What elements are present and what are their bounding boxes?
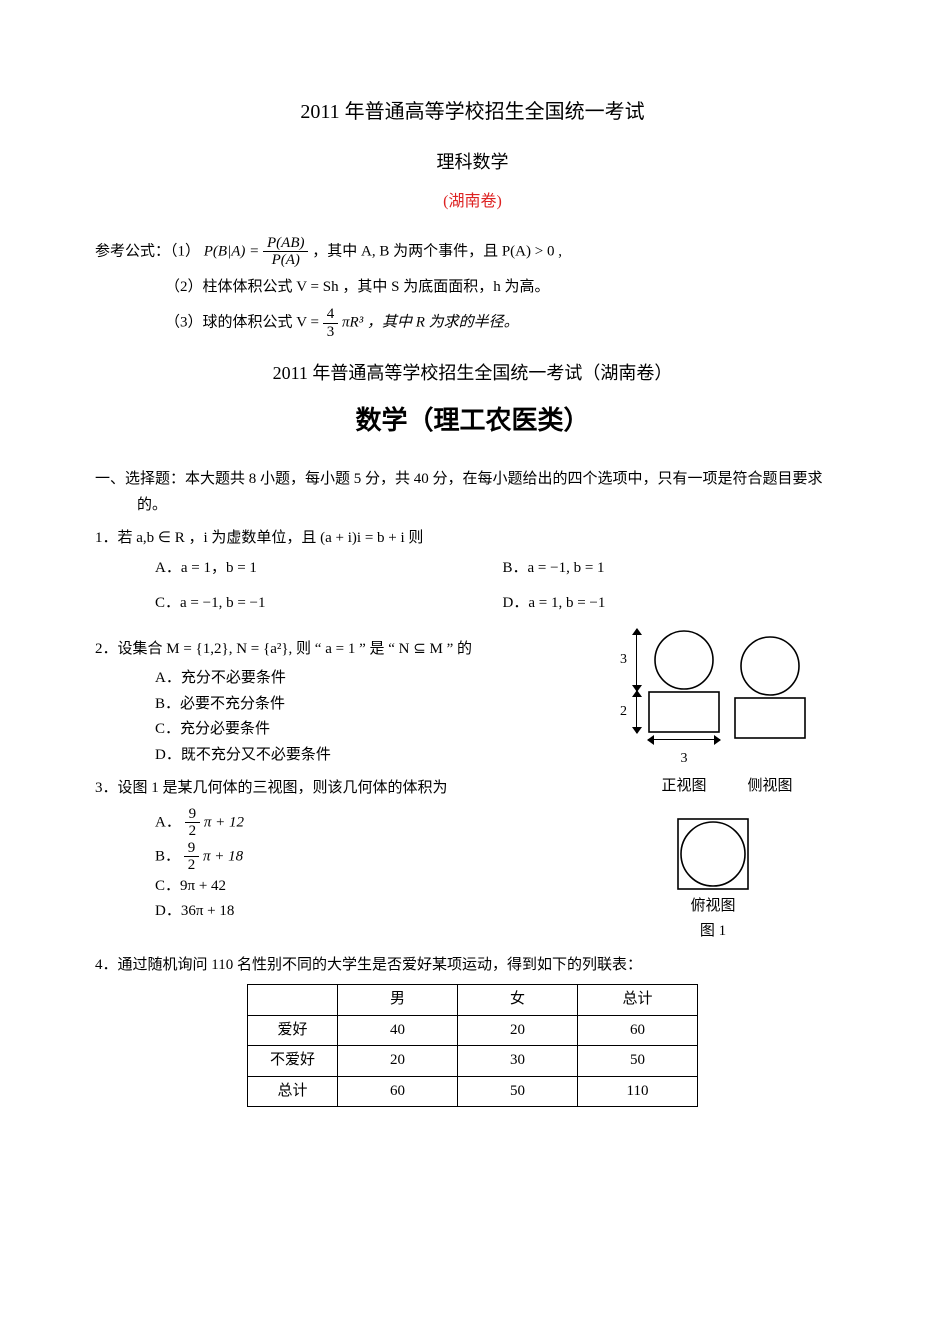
- q2-option-c: C．充分必要条件: [155, 717, 570, 743]
- q3a-den: 2: [185, 823, 201, 840]
- q3a-post: π + 12: [204, 814, 244, 830]
- formula1-post: ，其中 A, B 为两个事件，且 P(A) > 0 ,: [312, 243, 562, 259]
- table-header-cell: 女: [458, 985, 578, 1016]
- question-4-stem: 4．通过随机询问 110 名性别不同的大学生是否爱好某项运动，得到如下的列联表：: [95, 953, 850, 979]
- formula3-pre: （3）球的体积公式 V =: [165, 315, 323, 331]
- formula3-den: 3: [323, 324, 339, 341]
- q2-option-d: D．既不充分又不必要条件: [155, 743, 570, 769]
- table-header-row: 男 女 总计: [248, 985, 698, 1016]
- formula3-post: πR³ ，其中 R 为求的半径。: [342, 315, 519, 331]
- side-view-circle-icon: [734, 635, 806, 697]
- table-cell: 40: [338, 1015, 458, 1046]
- q3b-pre: B．: [155, 848, 180, 864]
- table-cell: 总计: [248, 1076, 338, 1107]
- exam-region: (湖南卷): [95, 188, 850, 215]
- table-cell: 30: [458, 1046, 578, 1077]
- table-header-cell: 男: [338, 985, 458, 1016]
- exam-subject: 理科数学: [95, 147, 850, 178]
- table-row: 总计 60 50 110: [248, 1076, 698, 1107]
- table-cell: 20: [338, 1046, 458, 1077]
- paper-subtitle: 2011 年普通高等学校招生全国统一考试（湖南卷）: [95, 358, 850, 389]
- contingency-table: 男 女 总计 爱好 40 20 60 不爱好 20 30 50 总计 60 50…: [247, 984, 698, 1107]
- table-cell: 爱好: [248, 1015, 338, 1046]
- reference-formulas: 参考公式：（1） P(B|A) = P(AB) P(A) ，其中 A, B 为两…: [95, 235, 850, 341]
- figure-caption: 图 1: [700, 919, 726, 945]
- top-view-icon: [677, 818, 749, 890]
- three-view-figure: 3 2 3 正视图: [570, 629, 850, 945]
- question-2-stem: 2．设集合 M = {1,2}, N = {a²}, 则 “ a = 1 ” 是…: [95, 637, 570, 663]
- question-1-stem: 1．若 a,b ∈ R ，i 为虚数单位，且 (a + i)i = b + i …: [95, 526, 850, 552]
- q3b-den: 2: [184, 857, 200, 874]
- front-view-circle-icon: [648, 629, 720, 691]
- formula1-fraction: P(AB) P(A): [263, 235, 308, 269]
- dim-rect-h-label: 2: [620, 700, 627, 724]
- table-cell: 60: [338, 1076, 458, 1107]
- table-cell: 60: [578, 1015, 698, 1046]
- side-view-label: 侧视图: [747, 774, 792, 800]
- table-header-cell: [248, 985, 338, 1016]
- table-cell: 50: [578, 1046, 698, 1077]
- table-cell: 50: [458, 1076, 578, 1107]
- formula3-num: 4: [323, 306, 339, 324]
- formula3: （3）球的体积公式 V = 4 3 πR³ ，其中 R 为求的半径。: [165, 306, 850, 340]
- q3-option-d: D．36π + 18: [155, 899, 570, 925]
- side-view-rect-icon: [734, 697, 806, 739]
- q3a-pre: A．: [155, 814, 181, 830]
- q1-option-a: A．a = 1，b = 1: [155, 556, 503, 582]
- q1-option-c: C．a = −1, b = −1: [155, 591, 503, 617]
- table-row: 爱好 40 20 60: [248, 1015, 698, 1046]
- formula1-lhs: P(B|A) =: [204, 243, 263, 259]
- formula3-fraction: 4 3: [323, 306, 339, 340]
- dim-height-label: 3: [620, 648, 627, 672]
- q1-option-d: D．a = 1, b = −1: [503, 591, 851, 617]
- front-view-rect-icon: [648, 691, 720, 733]
- q3-option-c: C．9π + 42: [155, 874, 570, 900]
- section-1-heading: 一、选择题：本大题共 8 小题，每小题 5 分，共 40 分，在每小题给出的四个…: [95, 467, 850, 518]
- question-3-stem: 3．设图 1 是某几何体的三视图，则该几何体的体积为: [95, 776, 570, 802]
- exam-main-title: 2011 年普通高等学校招生全国统一考试: [95, 95, 850, 129]
- q3a-num: 9: [185, 806, 201, 824]
- formula2: （2）柱体体积公式 V = Sh ，其中 S 为底面面积，h 为高。: [165, 275, 850, 301]
- formula1-den: P(A): [263, 252, 308, 269]
- q3b-num: 9: [184, 840, 200, 858]
- paper-category: 数学（理工农医类）: [95, 399, 850, 443]
- q2-option-b: B．必要不充分条件: [155, 692, 570, 718]
- table-row: 不爱好 20 30 50: [248, 1046, 698, 1077]
- q1-option-b: B．a = −1, b = 1: [503, 556, 851, 582]
- question-2-options: A．充分不必要条件 B．必要不充分条件 C．充分必要条件 D．既不充分又不必要条…: [155, 666, 570, 768]
- table-header-cell: 总计: [578, 985, 698, 1016]
- dim-width-label: 3: [681, 747, 688, 771]
- question-3-options: A． 92 π + 12 B． 92 π + 18 C．9π + 42 D．36…: [155, 806, 570, 925]
- front-view-label: 正视图: [661, 774, 706, 800]
- q2-option-a: A．充分不必要条件: [155, 666, 570, 692]
- question-1-options: A．a = 1，b = 1 B．a = −1, b = 1 C．a = −1, …: [155, 556, 850, 617]
- table-cell: 20: [458, 1015, 578, 1046]
- table-cell: 不爱好: [248, 1046, 338, 1077]
- q3b-post: π + 18: [203, 848, 243, 864]
- formula1-num: P(AB): [263, 235, 308, 253]
- q3-option-b: B． 92 π + 18: [155, 840, 570, 874]
- q3-option-a: A． 92 π + 12: [155, 806, 570, 840]
- formula-lead: 参考公式：（1）: [95, 243, 200, 259]
- table-cell: 110: [578, 1076, 698, 1107]
- top-view-label: 俯视图: [690, 894, 735, 920]
